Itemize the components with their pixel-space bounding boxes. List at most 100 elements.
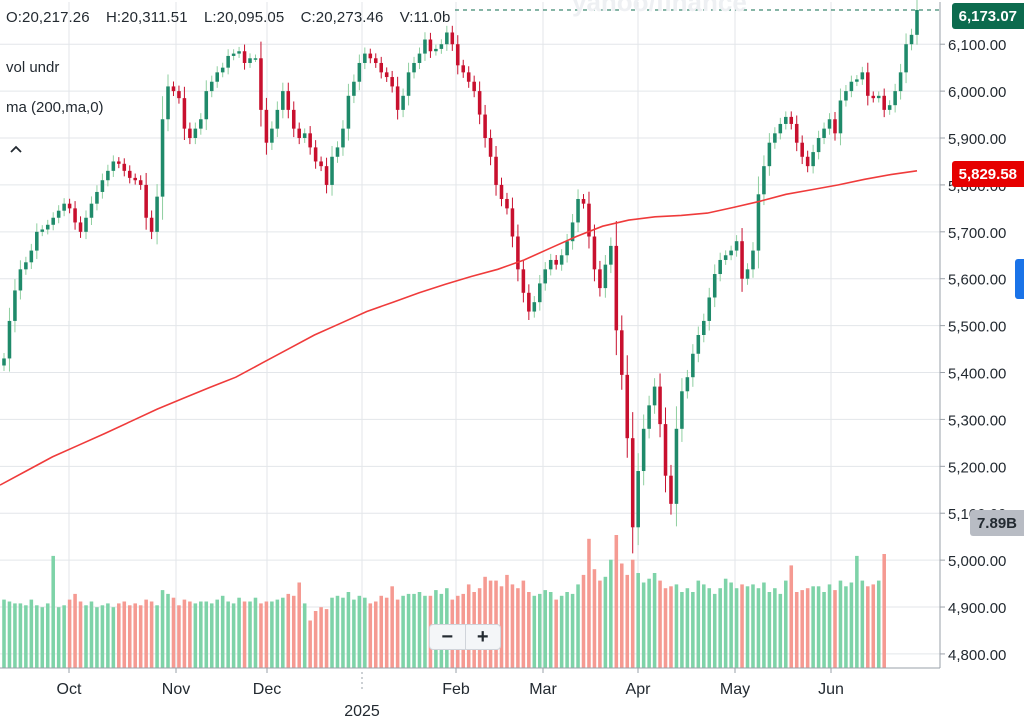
volume-bar — [144, 599, 148, 668]
candle-body — [762, 166, 766, 195]
candle-body — [324, 166, 329, 185]
candle-body — [242, 51, 247, 63]
volume-bar — [379, 595, 384, 668]
candle-body — [352, 81, 356, 96]
volume-bar — [368, 603, 373, 668]
volume-bar — [565, 592, 569, 668]
volume-bar — [95, 607, 99, 668]
volume-bar — [729, 582, 733, 668]
volume-bar — [138, 605, 143, 668]
volume-bar — [166, 593, 170, 668]
volume-bar — [516, 588, 520, 668]
candle-body — [84, 217, 88, 232]
chevron-up-icon[interactable] — [10, 140, 22, 156]
candle-body — [800, 142, 804, 157]
candle-body — [423, 39, 427, 54]
candle-body — [209, 81, 214, 92]
volume-bar — [674, 584, 679, 668]
volume-bar — [882, 554, 886, 668]
volume-bar — [84, 605, 88, 668]
candle-body — [106, 170, 110, 181]
candle-body — [532, 302, 537, 312]
volume-bar — [177, 605, 181, 668]
volume-bar — [100, 605, 105, 668]
candle-body — [29, 250, 34, 263]
y-tick-label: 5,200.00 — [948, 459, 1006, 476]
volume-bar — [669, 586, 673, 668]
y-tick-label: 5,700.00 — [948, 225, 1006, 242]
candle-body — [893, 91, 897, 106]
candle-body — [477, 91, 482, 115]
candle-body — [395, 86, 400, 110]
candle-body — [18, 269, 23, 291]
study-volume[interactable]: vol undr — [6, 59, 60, 76]
candle-body — [576, 198, 580, 223]
candle-body — [483, 114, 487, 139]
volume-bar — [401, 595, 405, 668]
x-tick-label: Dec — [253, 681, 281, 698]
volume-bar — [45, 603, 50, 668]
candle-body — [253, 58, 258, 60]
volume-bar — [204, 601, 209, 668]
candle-body — [636, 471, 640, 528]
zoom-control: − + — [429, 624, 501, 650]
volume-bar — [231, 603, 236, 668]
volume-bar — [838, 580, 843, 668]
volume-bar — [849, 582, 854, 668]
volume-bar — [188, 601, 192, 668]
volume-bar — [193, 603, 198, 668]
candle-body — [674, 428, 679, 504]
volume-bar — [784, 580, 788, 668]
volume-bar — [816, 586, 821, 668]
volume-bar — [182, 599, 187, 668]
candle-body — [472, 81, 476, 92]
candle-body — [138, 180, 143, 185]
volume-bar — [548, 592, 553, 668]
volume-bar — [521, 580, 526, 668]
volume-bar — [40, 607, 45, 668]
volume-bar — [876, 580, 881, 668]
candle-body — [740, 241, 744, 279]
candle-body — [308, 133, 312, 148]
volume-bar — [505, 574, 509, 668]
candle-body — [630, 438, 635, 528]
study-moving-average[interactable]: ma (200,ma,0) — [6, 99, 104, 116]
candle-body — [516, 236, 520, 270]
candle-body — [291, 109, 296, 129]
volume-bar — [117, 603, 121, 668]
volume-bar — [696, 580, 701, 668]
candle-body — [838, 100, 843, 134]
side-panel-handle[interactable] — [1015, 259, 1024, 299]
candle-body — [117, 161, 121, 164]
zoom-out-button[interactable]: − — [441, 625, 454, 648]
candle-body — [712, 274, 717, 298]
volume-bar — [844, 586, 848, 668]
volume-bar — [718, 588, 722, 668]
candle-body — [346, 95, 351, 129]
candle-body — [805, 156, 810, 167]
volume-bar — [7, 601, 12, 668]
volume-bar — [734, 588, 739, 668]
candle-body — [581, 198, 586, 204]
candle-body — [789, 116, 794, 124]
y-tick-label: 4,800.00 — [948, 647, 1006, 664]
volume-bar — [827, 584, 832, 668]
candle-body — [866, 72, 870, 96]
candle-body — [144, 184, 148, 218]
volume-bar — [745, 586, 750, 668]
candle-body — [559, 255, 564, 265]
candle-body — [417, 53, 422, 63]
candle-body — [434, 48, 438, 52]
candle-body — [24, 262, 28, 270]
volume-bar — [702, 584, 706, 668]
candle-body — [160, 119, 165, 197]
candle-body — [73, 208, 77, 223]
candle-body — [171, 86, 176, 92]
volume-bar — [319, 607, 323, 668]
zoom-in-button[interactable]: + — [464, 625, 501, 649]
candle-body — [455, 44, 460, 66]
candle-body — [773, 133, 777, 143]
x-tick-label: May — [720, 681, 750, 698]
